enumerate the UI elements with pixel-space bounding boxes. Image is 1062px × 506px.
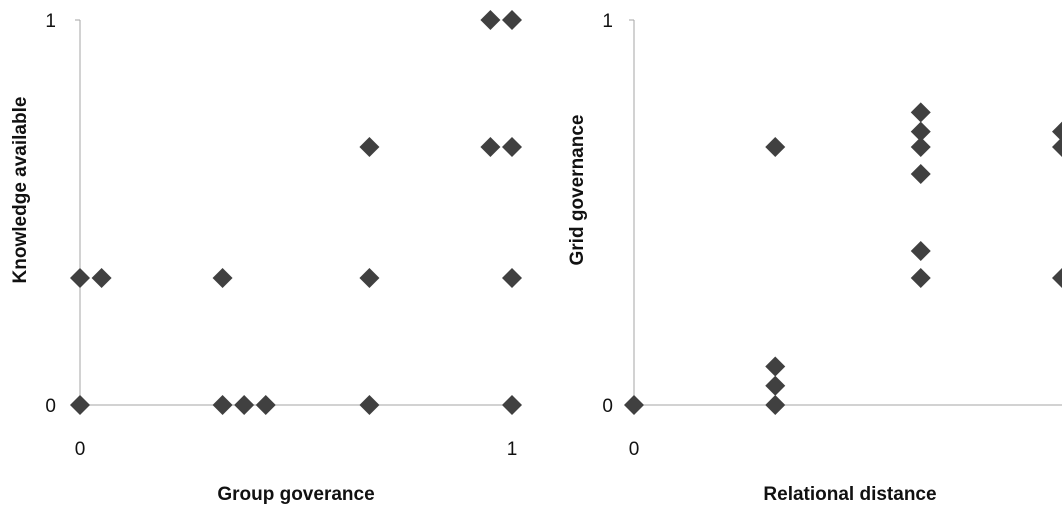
left-data-point-8 — [212, 267, 233, 288]
right-data-point-3 — [765, 356, 786, 377]
left-y-tick-label-0: 0 — [45, 396, 56, 417]
right-data-point-2 — [765, 375, 786, 396]
right-data-point-7 — [910, 164, 931, 184]
right-data-point-8 — [910, 137, 931, 158]
right-x-tick-label-0: 0 — [629, 439, 640, 460]
left-data-point-1 — [212, 395, 233, 415]
left-data-point-2 — [234, 395, 255, 415]
left-data-points — [70, 10, 522, 415]
left-data-point-6 — [70, 267, 90, 288]
left-data-point-15 — [502, 10, 522, 30]
left-data-point-14 — [480, 10, 501, 30]
left-data-point-0 — [70, 395, 90, 415]
right-data-point-12 — [1052, 137, 1062, 158]
left-data-point-3 — [255, 395, 276, 415]
left-data-point-5 — [502, 395, 522, 415]
left-data-point-7 — [91, 267, 112, 288]
left-data-point-12 — [480, 137, 501, 158]
right-y-tick-label-1: 1 — [602, 11, 613, 32]
left-x-tick-label-0: 0 — [75, 439, 86, 460]
right-data-point-0 — [624, 395, 644, 415]
right-data-point-6 — [910, 241, 931, 261]
left-x-axis-title: Group goverance — [217, 484, 374, 505]
right-data-point-5 — [910, 267, 931, 288]
left-y-axis-title: Knowledge available — [10, 97, 31, 284]
right-y-axis-title: Grid governance — [567, 115, 588, 266]
right-data-points — [624, 102, 1062, 415]
chart-right: 1 0 0 1 Relational distance Grid governa… — [567, 11, 1062, 505]
right-data-point-10 — [910, 102, 931, 123]
left-data-point-9 — [359, 267, 380, 288]
left-data-point-10 — [502, 267, 522, 288]
left-y-tick-label-1: 1 — [45, 11, 56, 32]
left-data-point-4 — [359, 395, 380, 415]
right-x-axis-title: Relational distance — [763, 484, 936, 505]
right-data-point-13 — [1052, 121, 1062, 142]
right-data-point-9 — [910, 121, 931, 142]
right-y-tick-label-0: 0 — [602, 396, 613, 417]
chart-left: 1 0 0 1 Group goverance Knowledge availa… — [10, 10, 522, 505]
right-data-point-11 — [1052, 267, 1062, 288]
left-data-point-13 — [502, 137, 522, 158]
left-data-point-11 — [359, 137, 380, 158]
right-data-point-1 — [765, 395, 786, 415]
right-data-point-4 — [765, 137, 786, 158]
left-x-tick-label-1: 1 — [507, 439, 518, 460]
